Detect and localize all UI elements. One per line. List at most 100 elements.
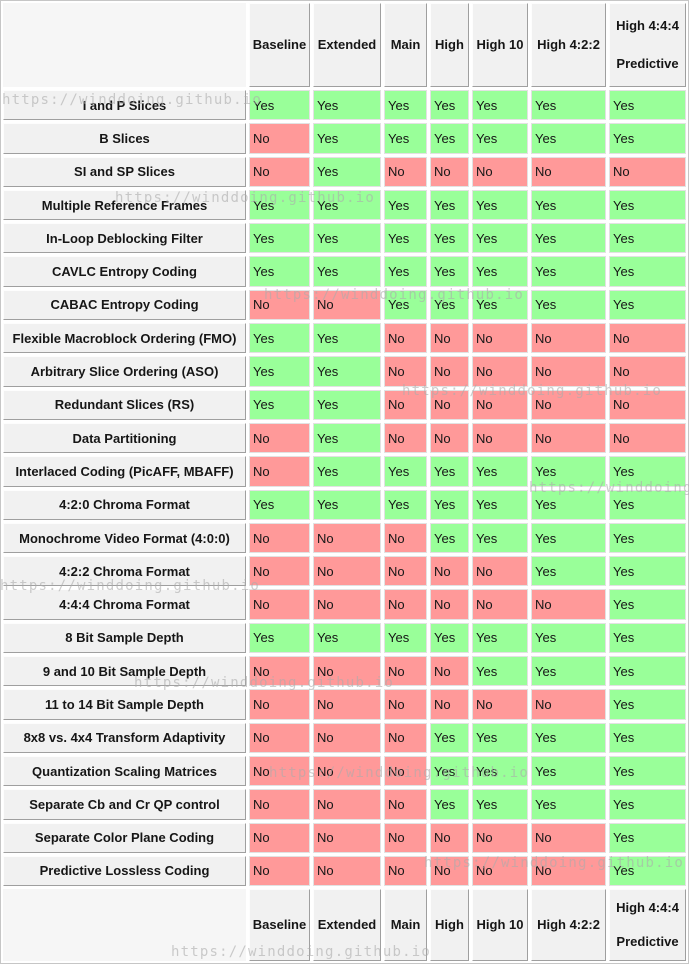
feature-value-high-4-2-2: Yes xyxy=(531,256,606,287)
feature-value-high-4-4-4-predictive: Yes xyxy=(609,456,686,487)
feature-row-si-and-sp-slices: SI and SP Slices No Yes No No No No No xyxy=(3,156,686,187)
feature-value-baseline: No xyxy=(249,156,310,187)
feature-value-baseline: Yes xyxy=(249,223,310,254)
feature-value-high-4-2-2: Yes xyxy=(531,289,606,321)
feature-value-high: No xyxy=(430,656,469,687)
feature-value-baseline: No xyxy=(249,289,310,321)
feature-row-cavlc-entropy-coding: CAVLC Entropy Coding Yes Yes Yes Yes Yes Yes Ye… xyxy=(3,256,686,287)
feature-value-high-10: No xyxy=(472,589,528,620)
feature-value-main: No xyxy=(384,789,427,820)
feature-value-high: No xyxy=(430,356,469,387)
feature-value-high-4-2-2: Yes xyxy=(531,622,606,654)
feature-value-high-4-2-2: Yes xyxy=(531,123,606,154)
feature-value-baseline: No xyxy=(249,722,310,753)
feature-value-high-4-4-4-predictive: No xyxy=(609,389,686,420)
feature-value-high-10: No xyxy=(472,855,528,887)
feature-value-extended: Yes xyxy=(313,422,381,454)
feature-value-high-4-2-2: Yes xyxy=(531,556,606,587)
feature-value-extended: Yes xyxy=(313,223,381,254)
column-header-main: Main xyxy=(384,889,427,962)
feature-row-b-slices: B Slices No Yes Yes Yes Yes Yes Yes xyxy=(3,123,686,154)
feature-row-8-bit-sample-depth: 8 Bit Sample Depth Yes Yes Yes Yes Yes Yes Yes xyxy=(3,622,686,654)
feature-row-predictive-lossless-coding: Predictive Lossless Coding No No No No No No Ye… xyxy=(3,855,686,887)
feature-value-baseline: Yes xyxy=(249,489,310,520)
feature-value-baseline: No xyxy=(249,556,310,587)
feature-value-high: Yes xyxy=(430,223,469,254)
feature-row-interlaced-coding-picaff-mbaff: Interlaced Coding (PicAFF, MBAFF) No Yes Ye… xyxy=(3,456,686,487)
feature-value-main: No xyxy=(384,422,427,454)
feature-value-high-4-2-2: Yes xyxy=(531,90,606,121)
feature-value-high-10: Yes xyxy=(472,223,528,254)
feature-row-4-4-4-chroma-format: 4:4:4 Chroma Format No No No No No No Yes xyxy=(3,589,686,620)
feature-value-high: No xyxy=(430,689,469,720)
feature-label: Monochrome Video Format (4:0:0) xyxy=(3,522,246,554)
feature-value-high-4-4-4-predictive: Yes xyxy=(609,123,686,154)
table-header: Baseline Extended Main High High 10 High 4:2:… xyxy=(3,3,686,87)
feature-value-high: No xyxy=(430,422,469,454)
feature-row-redundant-slices-rs: Redundant Slices (RS) Yes Yes No No No No No xyxy=(3,389,686,420)
feature-label: Multiple Reference Frames xyxy=(3,189,246,221)
feature-value-baseline: No xyxy=(249,755,310,787)
feature-value-high-4-4-4-predictive: No xyxy=(609,422,686,454)
feature-value-high-10: Yes xyxy=(472,189,528,221)
feature-value-extended: No xyxy=(313,822,381,853)
column-header-main: Main xyxy=(384,3,427,87)
feature-value-high-10: Yes xyxy=(472,789,528,820)
feature-row-4-2-0-chroma-format: 4:2:0 Chroma Format Yes Yes Yes Yes Yes Yes Yes xyxy=(3,489,686,520)
feature-value-high-4-4-4-predictive: Yes xyxy=(609,489,686,520)
feature-value-high-4-4-4-predictive: Yes xyxy=(609,656,686,687)
feature-value-baseline: Yes xyxy=(249,90,310,121)
feature-label: Arbitrary Slice Ordering (ASO) xyxy=(3,356,246,387)
feature-value-high: No xyxy=(430,323,469,354)
feature-value-high-4-2-2: Yes xyxy=(531,522,606,554)
feature-row-in-loop-deblocking-filter: In-Loop Deblocking Filter Yes Yes Yes Yes Yes… xyxy=(3,223,686,254)
column-header-high-4-2-2: High 4:2:2 xyxy=(531,3,606,87)
feature-value-main: Yes xyxy=(384,489,427,520)
feature-value-high: Yes xyxy=(430,755,469,787)
feature-value-main: No xyxy=(384,356,427,387)
feature-value-baseline: No xyxy=(249,123,310,154)
feature-value-extended: Yes xyxy=(313,356,381,387)
feature-value-main: No xyxy=(384,855,427,887)
feature-value-high-10: No xyxy=(472,389,528,420)
feature-value-high-10: Yes xyxy=(472,456,528,487)
feature-value-main: No xyxy=(384,522,427,554)
feature-value-main: No xyxy=(384,589,427,620)
feature-value-main: No xyxy=(384,689,427,720)
corner-cell-top xyxy=(3,3,246,87)
feature-value-extended: No xyxy=(313,289,381,321)
feature-value-high: Yes xyxy=(430,789,469,820)
footer-row: Baseline Extended Main High High 10 High 4:2:… xyxy=(3,889,686,962)
feature-row-i-and-p-slices: I and P Slices Yes Yes Yes Yes Yes Yes Yes xyxy=(3,90,686,121)
feature-value-high-10: Yes xyxy=(472,123,528,154)
feature-value-baseline: No xyxy=(249,656,310,687)
feature-value-main: No xyxy=(384,389,427,420)
feature-value-baseline: Yes xyxy=(249,189,310,221)
feature-value-high: No xyxy=(430,156,469,187)
feature-value-high-4-2-2: Yes xyxy=(531,456,606,487)
feature-value-baseline: No xyxy=(249,822,310,853)
feature-value-main: Yes xyxy=(384,256,427,287)
feature-value-extended: No xyxy=(313,789,381,820)
feature-value-high-4-4-4-predictive: Yes xyxy=(609,556,686,587)
feature-value-high-10: Yes xyxy=(472,90,528,121)
feature-value-high: Yes xyxy=(430,256,469,287)
feature-value-high-10: Yes xyxy=(472,656,528,687)
feature-value-high-4-4-4-predictive: Yes xyxy=(609,589,686,620)
feature-value-baseline: No xyxy=(249,422,310,454)
feature-value-baseline: Yes xyxy=(249,356,310,387)
feature-value-high-10: Yes xyxy=(472,622,528,654)
feature-value-extended: No xyxy=(313,522,381,554)
column-header-baseline: Baseline xyxy=(249,889,310,962)
feature-value-main: Yes xyxy=(384,123,427,154)
feature-value-high-4-4-4-predictive: No xyxy=(609,323,686,354)
table-footer: Baseline Extended Main High High 10 High 4:2:… xyxy=(3,889,686,962)
feature-value-high-4-2-2: Yes xyxy=(531,789,606,820)
feature-label: 4:2:0 Chroma Format xyxy=(3,489,246,520)
feature-value-high: No xyxy=(430,855,469,887)
feature-value-main: Yes xyxy=(384,223,427,254)
column-header-high-10: High 10 xyxy=(472,3,528,87)
feature-value-high: Yes xyxy=(430,489,469,520)
feature-value-main: No xyxy=(384,822,427,853)
column-header-high-4-4-4-predictive: High 4:4:4 Predictive xyxy=(609,889,686,962)
